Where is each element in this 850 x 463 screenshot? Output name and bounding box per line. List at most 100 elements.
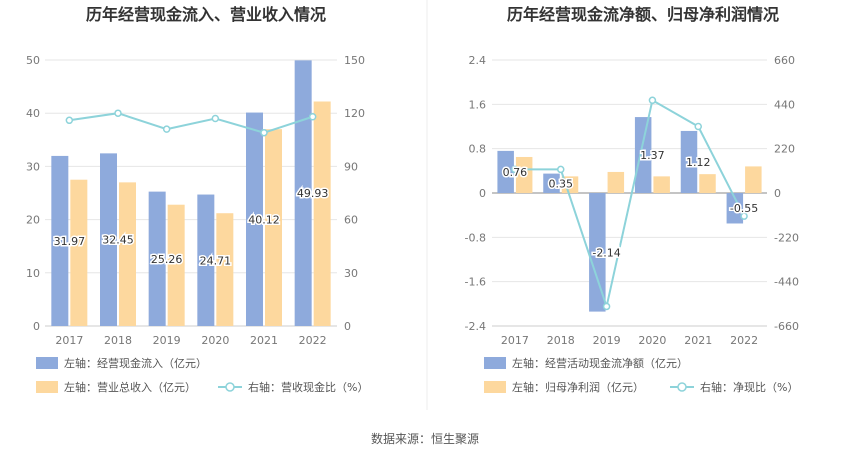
y-right-tick: 30	[344, 267, 358, 280]
y-left-tick: 40	[26, 107, 40, 120]
x-tick-label: 2018	[104, 334, 132, 347]
bar-data-label: 49.93	[297, 187, 329, 200]
bar-data-label: 31.97	[54, 235, 86, 248]
x-tick-label: 2022	[730, 334, 758, 347]
legend-label-line: 右轴：净现比（%）	[700, 380, 798, 394]
bar-secondary	[653, 176, 670, 193]
netcash-profit-chart: 历年经营现金流净额、归母净利润情况 -2.4 -1.6 -0.8 0 0.8 1.6 2.4 -…	[465, 5, 799, 394]
bar-secondary	[515, 156, 533, 193]
legend-label-secondary: 左轴：营业总收入（亿元）	[64, 380, 196, 394]
legend-label-secondary: 左轴：归母净利润（亿元）	[512, 380, 644, 394]
bar-secondary	[216, 213, 234, 326]
bar-primary	[246, 112, 263, 326]
legend-swatch-primary	[484, 357, 506, 369]
y-right-tick: 150	[344, 54, 365, 67]
y-left-tick: 30	[26, 160, 40, 173]
y-right-tick: 440	[774, 98, 795, 111]
y-left-tick: -1.6	[465, 276, 486, 289]
bar-secondary	[699, 174, 716, 193]
ratio-point	[114, 109, 122, 117]
y-left-tick: 2.4	[469, 54, 487, 67]
bar-data-label: -2.14	[592, 246, 620, 259]
bar-primary	[726, 193, 744, 224]
bar-data-label: 24.71	[200, 254, 232, 267]
bar-secondary	[561, 176, 579, 193]
legend-label-primary: 左轴：经营活动现金流净额（亿元）	[512, 356, 688, 370]
bar-secondary	[313, 101, 331, 326]
bar-data-label: 0.76	[503, 166, 528, 179]
y-right-tick: -220	[774, 231, 799, 244]
legend-label-line: 右轴：营收现金比（%）	[248, 380, 368, 394]
y-left-tick: 10	[26, 267, 40, 280]
x-tick-label: 2017	[501, 334, 529, 347]
y-left-tick: 0.8	[469, 143, 487, 156]
x-tick-label: 2019	[593, 334, 621, 347]
ratio-point	[211, 114, 220, 123]
y-right-tick: 0	[344, 320, 351, 333]
bar-primary	[294, 60, 312, 326]
y-right-tick: 660	[774, 54, 795, 67]
legend-marker-line	[225, 382, 235, 392]
y-left-tick: 0	[479, 187, 486, 200]
x-tick-label: 2022	[299, 334, 327, 347]
bar-data-label: 0.35	[549, 177, 574, 190]
bar-data-label: 1.37	[640, 149, 665, 162]
y-right-tick: 0	[774, 187, 781, 200]
bar-data-label: 25.26	[151, 253, 183, 266]
legend-marker-line	[677, 382, 687, 392]
x-tick-label: 2021	[684, 334, 712, 347]
x-tick-label: 2018	[547, 334, 575, 347]
bar-data-label: 32.45	[102, 234, 134, 247]
y-left-tick: -2.4	[465, 320, 486, 333]
bar-secondary	[745, 166, 762, 193]
y-left-tick: 1.6	[469, 98, 487, 111]
legend-label-primary: 左轴：经营现金流入（亿元）	[64, 356, 207, 370]
ratio-point	[694, 122, 702, 131]
x-tick-label: 2020	[201, 334, 229, 347]
bar-primary	[51, 155, 69, 326]
y-left-tick: 20	[26, 214, 40, 227]
chart-title: 历年经营现金流入、营业收入情况	[86, 5, 326, 24]
y-right-tick: -660	[774, 320, 799, 333]
bar-secondary	[607, 171, 625, 193]
bar-secondary	[70, 179, 88, 326]
bar-data-label: 1.12	[686, 156, 711, 169]
ratio-point	[740, 212, 748, 220]
y-right-tick: 60	[344, 214, 358, 227]
bar-secondary	[119, 182, 136, 326]
bar-primary	[680, 130, 698, 193]
ratio-point	[162, 125, 171, 133]
bar-secondary	[265, 129, 282, 326]
source-note: 数据来源：恒生聚源	[371, 431, 479, 446]
legend-swatch-primary	[36, 357, 58, 369]
y-left-tick: -0.8	[465, 231, 486, 244]
y-left-tick: 50	[26, 54, 40, 67]
bar-data-label: -0.55	[730, 202, 758, 215]
y-right-tick: -440	[774, 276, 799, 289]
bar-primary	[100, 153, 117, 326]
cashflow-revenue-chart: 历年经营现金流入、营业收入情况 0 10 20 30 40 50 0 30 60 90 120 150 2…	[26, 5, 368, 394]
legend: 左轴：经营活动现金流净额（亿元） 左轴：归母净利润（亿元） 右轴：净现比（%）	[484, 356, 798, 394]
ratio-point	[65, 116, 74, 125]
chart-title: 历年经营现金流净额、归母净利润情况	[507, 5, 779, 24]
ratio-point	[648, 96, 657, 105]
ratio-line	[69, 112, 313, 134]
y-right-tick: 90	[344, 160, 358, 173]
legend-swatch-secondary	[484, 381, 506, 393]
ratio-point	[511, 165, 519, 174]
ratio-point	[557, 165, 565, 174]
bar-secondary	[167, 204, 185, 326]
bar-primary	[148, 191, 166, 326]
ratio-point	[260, 128, 268, 137]
bar-primary	[589, 193, 606, 312]
ratio-point	[602, 302, 611, 311]
bar-primary	[197, 194, 215, 326]
ratio-line	[514, 98, 745, 311]
y-right-tick: 120	[344, 107, 365, 120]
bar-primary	[497, 150, 514, 193]
legend-swatch-secondary	[36, 381, 58, 393]
bar-data-label: 40.12	[248, 213, 280, 226]
bar-primary	[543, 173, 560, 193]
ratio-point	[308, 112, 317, 121]
